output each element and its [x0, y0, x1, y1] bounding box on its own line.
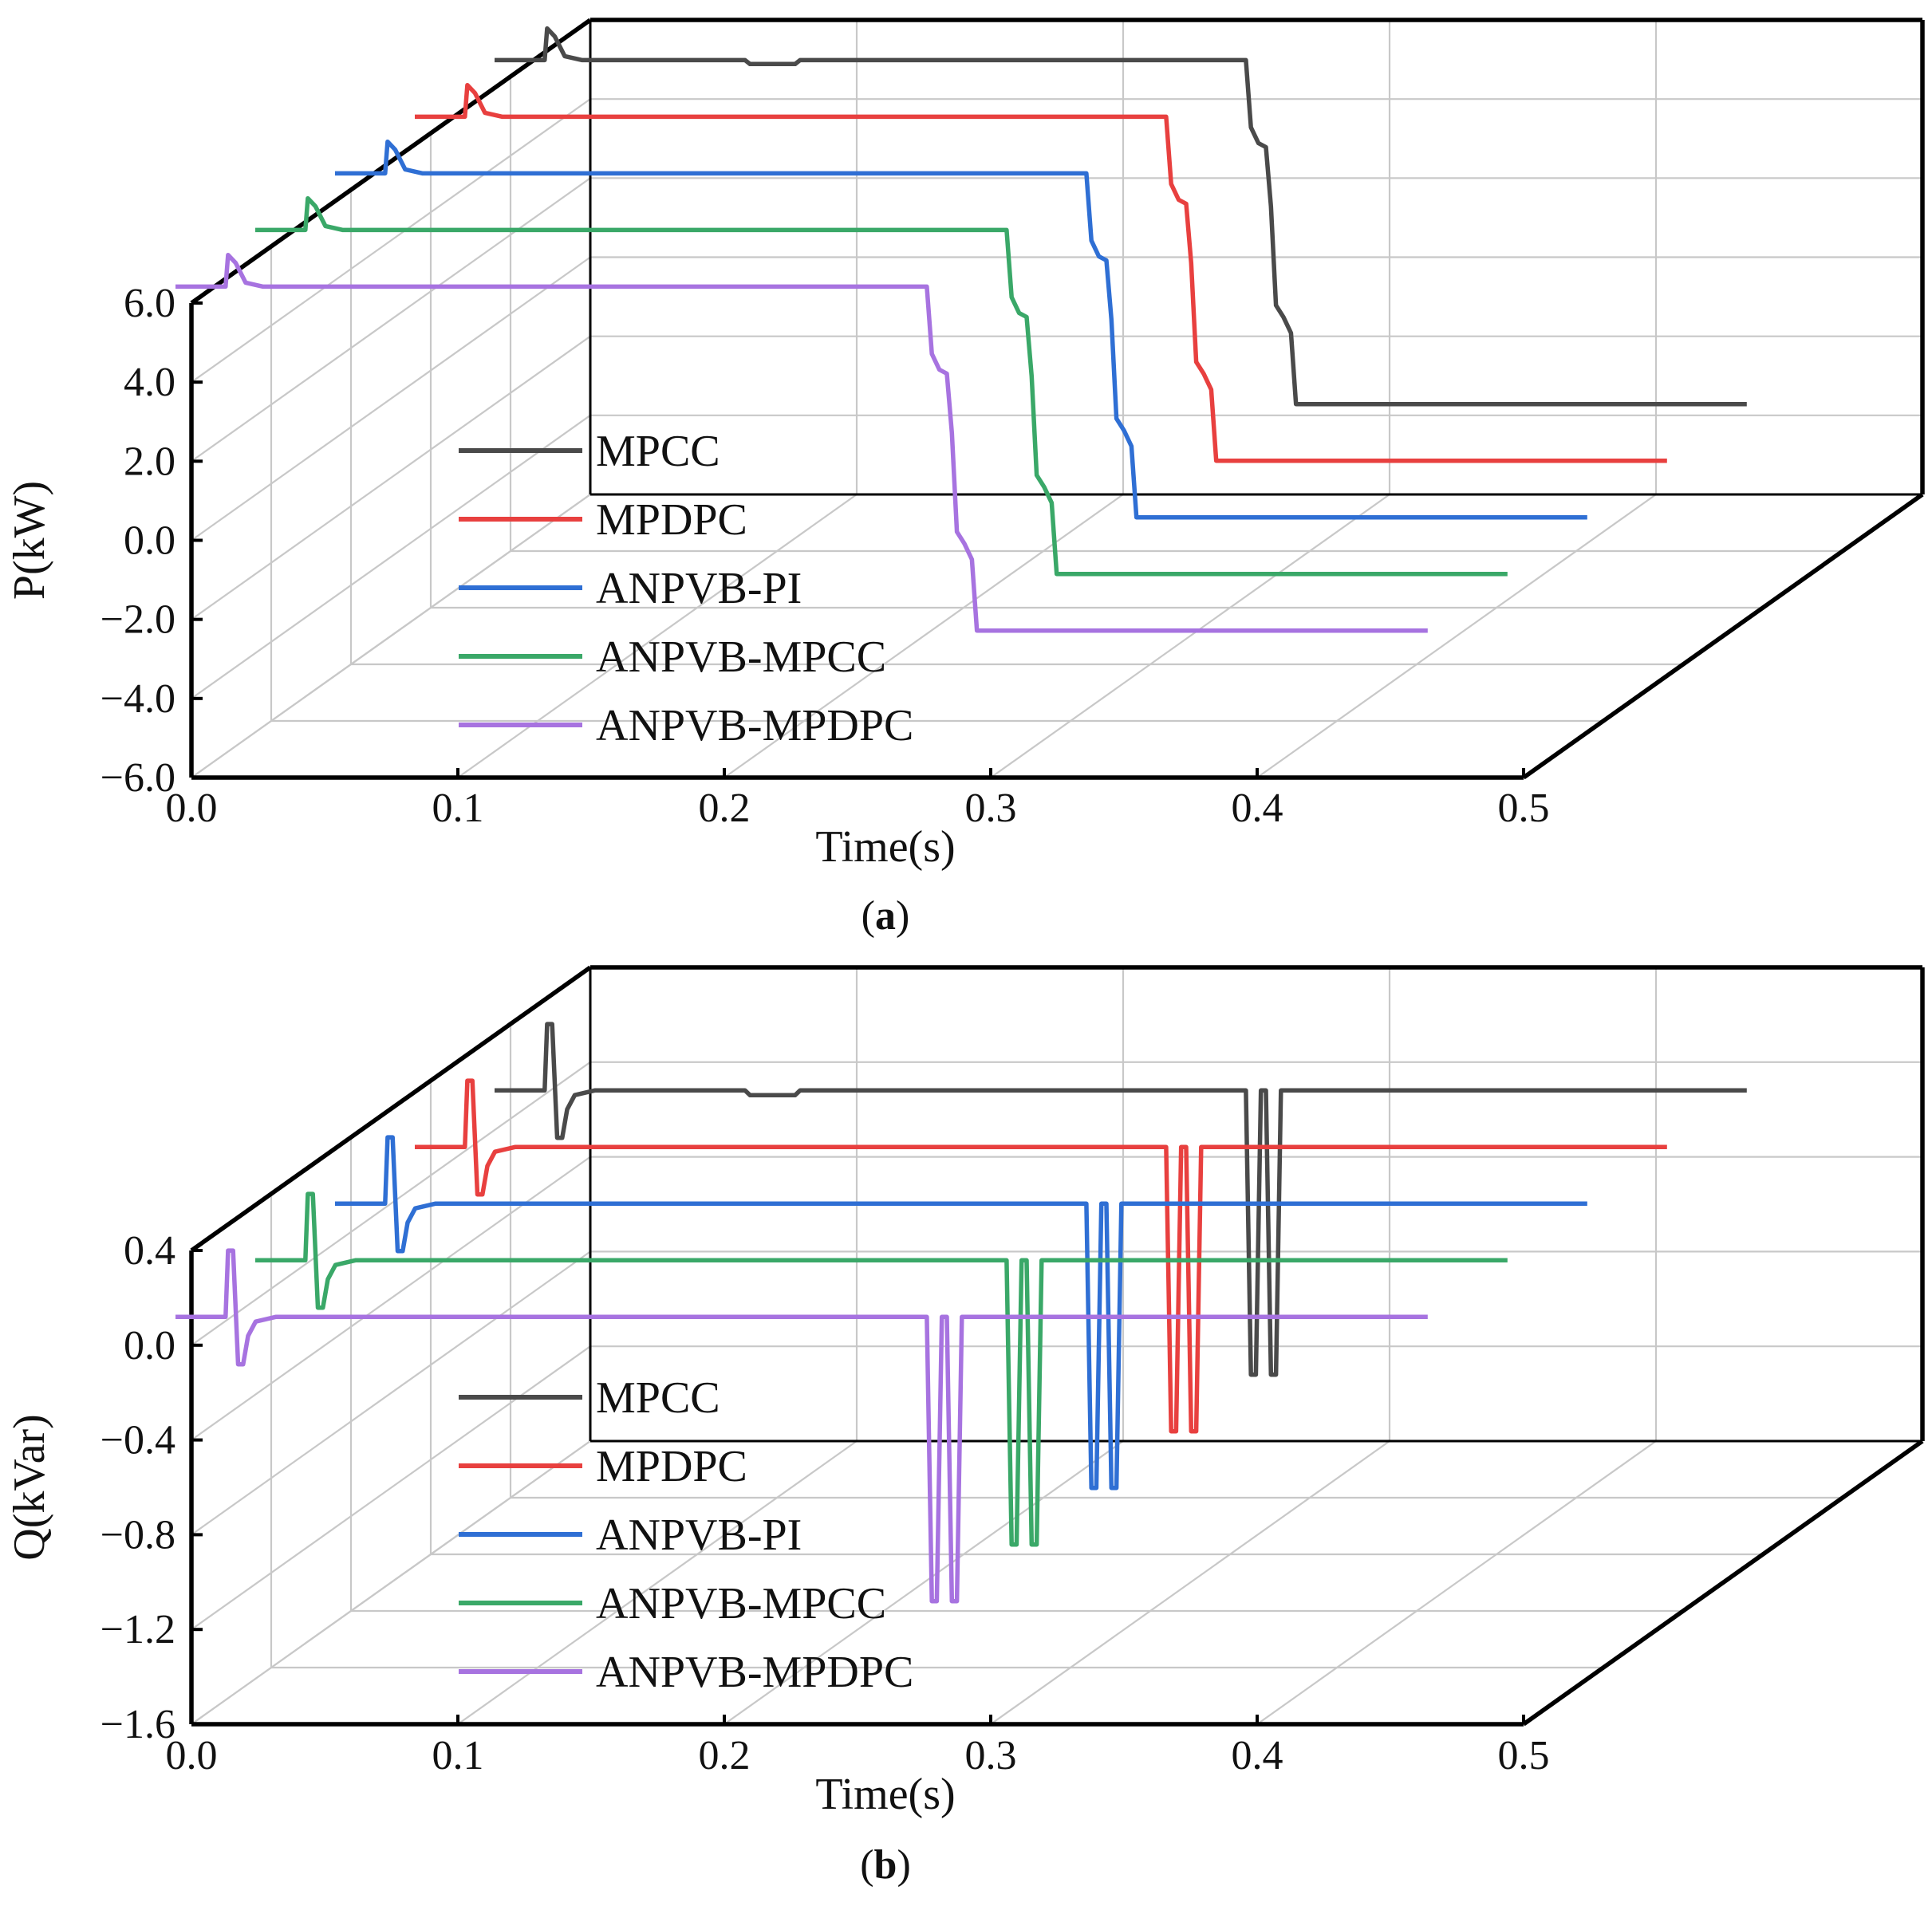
floor-depth-gridline — [724, 494, 1124, 778]
top-depth-edge — [190, 18, 592, 305]
ticks: 0.0 0.1 0.2 0.3 0.4 0.5 −1.6 −1.2 −0.8 −0.4 0.0 0.4 — [101, 1228, 1550, 1778]
legend-label: MPDPC — [596, 495, 747, 545]
y-tick-label: 0.0 — [124, 518, 175, 564]
floor-depth-gridline — [457, 1440, 858, 1725]
floor-depth-gridline — [990, 1440, 1390, 1725]
series-group — [175, 1022, 1747, 1604]
side-wall-depth-gridline — [191, 1061, 591, 1346]
series-group — [175, 26, 1747, 633]
y-tick-label: 2.0 — [124, 439, 175, 484]
side-wall-depth-gridline — [191, 1440, 591, 1725]
side-wall-depth-gridline — [191, 1345, 591, 1631]
series-line-mpcc — [495, 26, 1747, 407]
x-tick-label: 0.1 — [432, 1733, 484, 1778]
legend: MPCC MPDPC ANPVB-PI ANPVB-MPCC ANPVB-MPDPC — [459, 427, 913, 750]
x-tick-label: 0.2 — [699, 1733, 751, 1778]
side-wall-depth-gridline — [191, 414, 591, 699]
panel-caption: (a) — [862, 893, 910, 939]
legend-label: ANPVB-MPDPC — [596, 1648, 913, 1697]
side-wall-depth-gridline — [191, 494, 591, 778]
y-tick-label: 0.4 — [124, 1228, 175, 1274]
legend-label: MPCC — [596, 1373, 720, 1423]
y-axis-title: Q(kVar) — [5, 1414, 54, 1560]
series-line-anpvb-mpdpc — [175, 252, 1428, 633]
y-tick-label: −2.0 — [101, 597, 175, 643]
x-tick-label: 0.3 — [965, 786, 1017, 831]
floor-depth-gridline — [1256, 494, 1657, 778]
caption-paren-open: ( — [862, 893, 875, 939]
side-wall-depth-gridline — [191, 1250, 591, 1536]
top-depth-edge — [190, 965, 592, 1253]
side-wall-depth-gridline — [191, 177, 591, 463]
panel-caption: (b) — [860, 1842, 911, 1888]
floor-depth-gridline — [990, 494, 1390, 778]
y-tick-label: −0.4 — [101, 1418, 175, 1463]
ticks: 0.0 0.1 0.2 0.3 0.4 0.5 −6.0 −4.0 −2.0 0.0 2.0 4.0 6… — [101, 281, 1550, 831]
series-line-anpvb-pi — [335, 1135, 1587, 1491]
x-axis-title: Time(s) — [815, 1770, 955, 1819]
side-wall-depth-gridline — [191, 256, 591, 542]
series-line-anpvb-mpcc — [255, 195, 1508, 577]
x-tick-label: 0.3 — [965, 1733, 1017, 1778]
x-axis-title: Time(s) — [815, 822, 955, 872]
x-tick-label: 0.4 — [1232, 1733, 1283, 1778]
y-tick-label: −1.2 — [101, 1607, 175, 1652]
legend-label: MPCC — [596, 427, 720, 476]
x-tick-label: 0.0 — [166, 1733, 218, 1778]
panel-b: 0.0 0.1 0.2 0.3 0.4 0.5 −1.6 −1.2 −0.8 −0.4 0.0 0.4… — [5, 965, 1925, 1888]
x-tick-label: 0.1 — [432, 786, 484, 831]
side-wall-depth-gridline — [191, 98, 591, 384]
panel-a: 0.0 0.1 0.2 0.3 0.4 0.5 −6.0 −4.0 −2.0 0.0 2.0 4.0 6… — [5, 18, 1925, 939]
series-line-mpdpc — [415, 82, 1667, 463]
legend-label: ANPVB-MPCC — [596, 1579, 886, 1628]
y-tick-label: 0.0 — [124, 1323, 175, 1369]
caption-paren-close: ) — [896, 893, 909, 939]
x-tick-label: 0.4 — [1232, 786, 1283, 831]
axes-frame — [189, 18, 1925, 780]
y-tick-label: −0.8 — [101, 1512, 175, 1558]
legend-label: MPDPC — [596, 1442, 747, 1491]
legend-label: ANPVB-PI — [596, 1510, 802, 1560]
legend-label: ANPVB-MPDPC — [596, 701, 913, 750]
series-line-anpvb-pi — [335, 139, 1587, 520]
x-tick-label: 0.5 — [1498, 1733, 1550, 1778]
legend-label: ANPVB-PI — [596, 564, 802, 613]
side-wall-depth-gridline — [191, 335, 591, 620]
x-tick-label: 0.0 — [166, 786, 218, 831]
caption-paren-open: ( — [860, 1842, 873, 1888]
y-tick-label: 4.0 — [124, 360, 175, 405]
axes-frame — [189, 965, 1925, 1727]
floor-right-edge — [1522, 1439, 1924, 1727]
grid — [191, 966, 1924, 1725]
y-axis-title: P(kW) — [5, 481, 54, 600]
caption-letter: b — [874, 1842, 897, 1888]
x-tick-label: 0.2 — [699, 786, 751, 831]
y-tick-label: −6.0 — [101, 755, 175, 801]
x-tick-label: 0.5 — [1498, 786, 1550, 831]
legend: MPCC MPDPC ANPVB-PI ANPVB-MPCC ANPVB-MPDPC — [459, 1373, 913, 1697]
legend-label: ANPVB-MPCC — [596, 632, 886, 682]
caption-letter: a — [875, 893, 896, 939]
grid — [191, 18, 1924, 778]
y-tick-label: 6.0 — [124, 281, 175, 326]
series-line-mpcc — [495, 1022, 1747, 1377]
series-line-anpvb-mpdpc — [175, 1248, 1428, 1604]
floor-right-edge — [1522, 492, 1924, 780]
series-line-mpdpc — [415, 1078, 1667, 1434]
floor-depth-gridline — [457, 494, 858, 778]
floor-depth-gridline — [724, 1440, 1124, 1725]
series-line-anpvb-mpcc — [255, 1191, 1508, 1547]
floor-depth-gridline — [1256, 1440, 1657, 1725]
y-tick-label: −1.6 — [101, 1702, 175, 1747]
caption-paren-close: ) — [897, 1842, 910, 1888]
y-tick-label: −4.0 — [101, 676, 175, 722]
